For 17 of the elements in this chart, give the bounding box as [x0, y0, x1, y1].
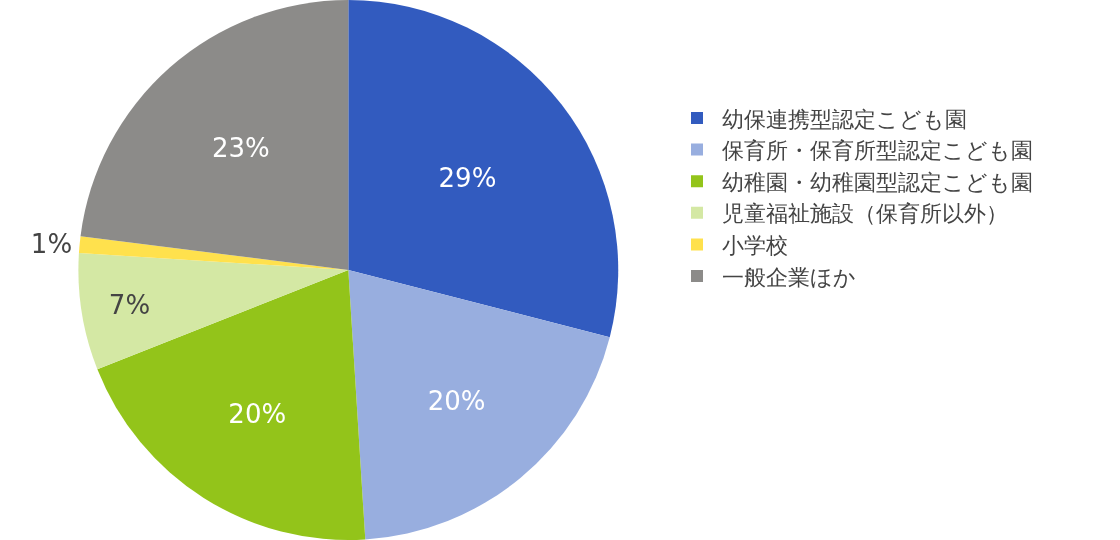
pie-slice	[80, 0, 349, 270]
pie-slice	[348, 0, 619, 338]
pie-slice	[78, 253, 349, 370]
data-label: 23%	[211, 133, 270, 164]
legend-label: 保育所・保育所型認定こども園	[722, 138, 1033, 164]
data-label: 7%	[108, 289, 151, 320]
legend-label: 幼保連携型認定こども園	[722, 106, 967, 132]
data-label: 20%	[228, 398, 287, 429]
pie-slice	[97, 270, 366, 540]
legend-label: 小学校	[722, 232, 788, 258]
data-label: 20%	[427, 385, 486, 416]
pie-slice	[348, 270, 610, 540]
data-label: 1%	[30, 229, 73, 260]
legend-label: 一般企業ほか	[722, 264, 856, 290]
data-label: 29%	[438, 162, 497, 193]
legend-label: 児童福祉施設（保育所以外）	[722, 201, 1008, 227]
legend-label: 幼稚園・幼稚園型認定こども園	[722, 169, 1033, 195]
